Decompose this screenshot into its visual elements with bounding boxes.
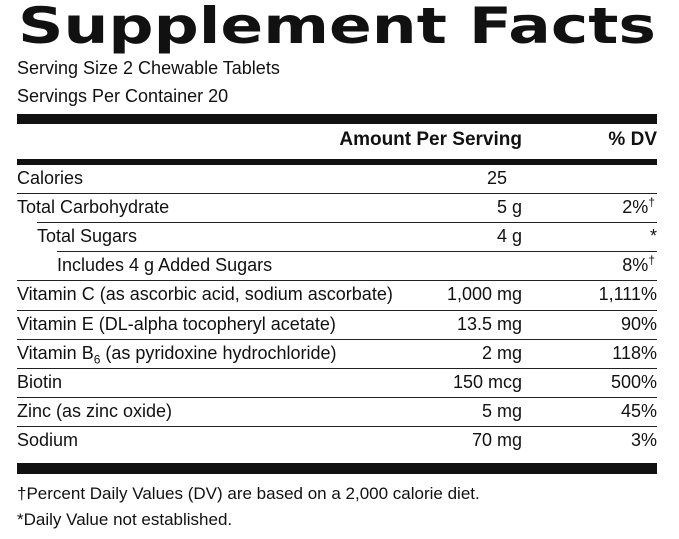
amount: 5 g — [496, 197, 522, 217]
row-rule — [17, 397, 657, 398]
nutrient-name: Total Carbohydrate — [17, 196, 169, 218]
daily-value: 500% — [611, 371, 657, 393]
name-text: Vitamin B — [17, 343, 94, 363]
name-text: Total Carbohydrate — [17, 197, 170, 217]
thick-bar-bottom — [17, 463, 657, 474]
row-rule — [57, 251, 657, 252]
nutrient-name: Vitamin E (DL-alpha tocopheryl acetate) — [17, 313, 336, 335]
footnote: †Percent Daily Values (DV) are based on … — [17, 484, 480, 503]
daily-value: 118% — [612, 342, 657, 364]
row-rule — [37, 222, 657, 223]
nutrient-name: Includes 4 g Added Sugars — [57, 254, 272, 276]
serving-size: Serving Size 2 Chewable Tablets — [17, 58, 280, 78]
dv-text: 3% — [630, 430, 657, 450]
medium-bar — [17, 159, 657, 165]
dv-text: 500% — [610, 372, 657, 392]
nutrient-name: Biotin — [17, 371, 62, 393]
nutrient-name: Vitamin B6 (as pyridoxine hydrochloride) — [17, 342, 337, 366]
row-rule — [17, 280, 657, 281]
name-text: (as pyridoxine hydrochloride) — [100, 343, 337, 363]
daily-value: * — [650, 225, 657, 247]
name-text: Calories — [17, 168, 84, 188]
nutrient-name: Sodium — [17, 429, 78, 451]
nutrient-name: Total Sugars — [37, 225, 137, 247]
nutrient-name: Calories — [17, 167, 83, 189]
amount: 25 — [486, 168, 507, 188]
amount-header: Amount Per Serving — [339, 129, 522, 150]
amount: 70 mg — [471, 430, 522, 450]
title-svg: Supplement Facts — [18, 0, 656, 55]
row-rule — [17, 339, 657, 340]
dv-text: 118% — [612, 343, 657, 363]
dv-mark: † — [648, 253, 655, 267]
row-rule — [17, 310, 657, 311]
daily-value: 90% — [621, 313, 657, 335]
name-text: Biotin — [17, 372, 63, 392]
dv-header: % DV — [608, 129, 657, 150]
name-subscript: 6 — [93, 352, 101, 367]
daily-value: 3% — [631, 429, 657, 451]
daily-value: 45% — [621, 400, 657, 422]
amount: 13.5 mg — [456, 314, 522, 334]
dv-text: 45% — [620, 401, 657, 421]
daily-value: 1,111% — [599, 283, 657, 305]
dv-text: 1,111% — [598, 284, 657, 304]
nutrient-name: Vitamin C (as ascorbic acid, sodium asco… — [17, 283, 393, 305]
amount: 150 mcg — [452, 372, 522, 392]
dv-text: 90% — [620, 314, 657, 334]
dv-text: * — [649, 226, 657, 246]
footnote: *Daily Value not established. — [17, 510, 233, 529]
name-text: Vitamin C (as ascorbic acid, sodium asco… — [17, 284, 393, 304]
amount: 1,000 mg — [446, 284, 522, 304]
daily-value: 8%† — [622, 254, 655, 276]
dv-text: 8% — [622, 255, 649, 275]
dv-text: 2% — [622, 197, 649, 217]
dv-mark: † — [648, 195, 655, 209]
name-text: Sodium — [17, 430, 79, 450]
amount: 4 g — [496, 226, 522, 246]
title: Supplement Facts — [18, 0, 656, 55]
name-text: Includes 4 g Added Sugars — [57, 255, 273, 275]
amount: 5 mg — [481, 401, 522, 421]
name-text: Vitamin E (DL-alpha tocopheryl acetate) — [17, 314, 336, 334]
row-rule — [17, 426, 657, 427]
name-text: Zinc (as zinc oxide) — [17, 401, 173, 421]
amount: 2 mg — [481, 343, 522, 363]
daily-value: 2%† — [622, 196, 655, 218]
row-rule — [17, 368, 657, 369]
thick-bar — [17, 114, 657, 124]
servings-per-container: Servings Per Container 20 — [17, 86, 229, 106]
nutrient-name: Zinc (as zinc oxide) — [17, 400, 172, 422]
row-rule — [17, 193, 657, 194]
name-text: Total Sugars — [37, 226, 138, 246]
